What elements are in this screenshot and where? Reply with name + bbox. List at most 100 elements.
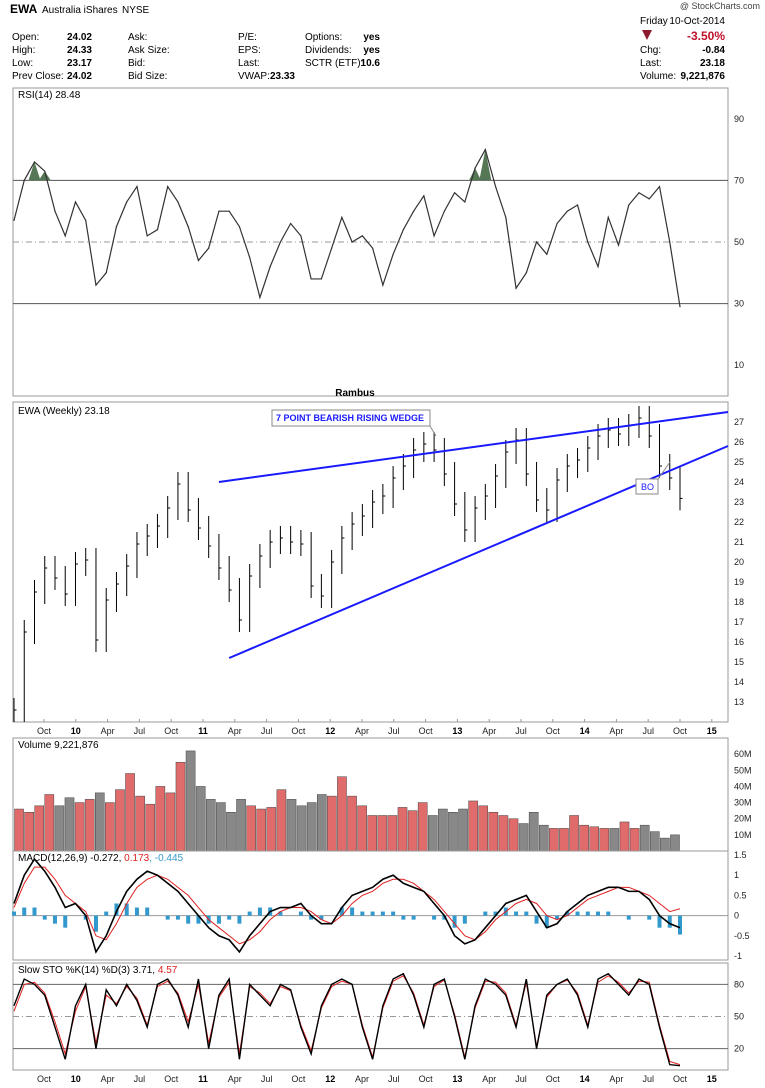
rsi-point bbox=[218, 210, 220, 212]
macd-histogram-bar bbox=[667, 915, 672, 928]
volume-bar bbox=[205, 799, 216, 852]
price-title: EWA (Weekly) 23.18 bbox=[18, 406, 110, 417]
stat-label: Chg: bbox=[640, 45, 661, 56]
volume-bar bbox=[296, 805, 307, 852]
macd-histogram-bar bbox=[647, 915, 652, 920]
author: Rambus bbox=[335, 388, 375, 399]
macd-histogram-bar bbox=[626, 915, 631, 920]
macd-histogram-bar bbox=[134, 907, 139, 916]
price-y-tick: 14 bbox=[734, 677, 744, 687]
rsi-point bbox=[95, 284, 97, 286]
rsi-point bbox=[361, 235, 363, 237]
macd-histogram-bar bbox=[432, 915, 437, 920]
price-x-tick: 14 bbox=[580, 726, 590, 736]
volume-y-tick: 60M bbox=[734, 749, 752, 759]
volume-bar bbox=[518, 823, 529, 852]
bo-label-pointer bbox=[657, 461, 671, 480]
price-x-tick: Oct bbox=[37, 726, 52, 736]
rsi-point bbox=[464, 201, 466, 203]
price-x-tick: 15 bbox=[707, 726, 717, 736]
macd-legend-hist: , -0.445 bbox=[149, 853, 183, 864]
rsi-point bbox=[382, 284, 384, 286]
macd-histogram-bar bbox=[298, 911, 303, 916]
volume-bar bbox=[670, 834, 680, 852]
quote-value: 24.33 bbox=[67, 45, 92, 56]
price-y-tick: 19 bbox=[734, 577, 744, 587]
rsi-point bbox=[607, 216, 609, 218]
macd-y-tick: 0.5 bbox=[734, 890, 747, 900]
rsi-point bbox=[13, 219, 15, 222]
macd-histogram-bar bbox=[175, 915, 180, 920]
quote-label: Options: bbox=[305, 32, 342, 43]
quote-label: Open: bbox=[12, 32, 39, 43]
price-y-tick: 25 bbox=[734, 457, 744, 467]
price-x-tick: 11 bbox=[198, 726, 208, 736]
price-y-tick: 26 bbox=[734, 437, 744, 447]
macd-histogram-bar bbox=[22, 907, 27, 916]
volume-bar bbox=[236, 799, 246, 852]
volume-bar bbox=[316, 794, 327, 852]
bottom-x-tick: Oct bbox=[164, 1074, 179, 1084]
bottom-x-tick: Oct bbox=[673, 1074, 688, 1084]
volume-bar bbox=[185, 750, 196, 852]
rsi-point bbox=[443, 210, 445, 212]
pct-change: -3.50% bbox=[687, 29, 725, 43]
bottom-x-tick: Apr bbox=[228, 1074, 242, 1084]
rsi-point bbox=[372, 247, 374, 249]
volume-bar bbox=[24, 812, 34, 852]
price-x-tick: Jul bbox=[134, 726, 146, 736]
rsi-point bbox=[136, 185, 138, 188]
wedge-upper-line bbox=[218, 411, 729, 483]
volume-bar bbox=[74, 802, 85, 852]
price-y-tick: 17 bbox=[734, 617, 744, 627]
symbol-name: Australia iShares bbox=[42, 5, 118, 16]
rsi-point bbox=[23, 179, 25, 181]
price-x-tick: Apr bbox=[609, 726, 623, 736]
rsi-point bbox=[238, 226, 241, 228]
stochastic-y-tick: 50 bbox=[734, 1012, 744, 1022]
macd-histogram-bar bbox=[93, 915, 98, 932]
price-x-tick: Apr bbox=[228, 726, 242, 736]
price-y-tick: 20 bbox=[734, 557, 744, 567]
rsi-point bbox=[126, 201, 128, 203]
rsi-point bbox=[566, 210, 568, 212]
bottom-x-tick: Jul bbox=[388, 1074, 400, 1084]
macd-histogram-bar bbox=[462, 915, 467, 924]
price-x-tick: Oct bbox=[419, 726, 434, 736]
bottom-x-tick: 14 bbox=[580, 1074, 590, 1084]
stochastic-y-tick: 80 bbox=[734, 979, 744, 989]
price-panel-frame bbox=[12, 401, 729, 723]
macd-histogram-bar bbox=[247, 911, 252, 916]
rsi-point bbox=[228, 210, 230, 212]
rsi-point bbox=[351, 241, 353, 243]
rsi-point bbox=[167, 185, 169, 188]
quote-label: Low: bbox=[12, 58, 33, 69]
volume-bar bbox=[619, 821, 630, 852]
bottom-x-tick: Jul bbox=[261, 1074, 273, 1084]
macd-y-tick: -0.5 bbox=[734, 931, 750, 941]
rsi-point bbox=[177, 201, 179, 203]
volume-bar bbox=[286, 799, 297, 852]
bottom-x-tick: Oct bbox=[546, 1074, 561, 1084]
quote-value: 23.17 bbox=[67, 58, 92, 69]
price-x-tick: Oct bbox=[546, 726, 561, 736]
quote-label: Ask: bbox=[128, 32, 147, 43]
macd-histogram-bar bbox=[678, 915, 682, 935]
volume-bar bbox=[135, 795, 145, 852]
rsi-point bbox=[105, 272, 107, 274]
macd-histogram-bar bbox=[524, 911, 529, 916]
rsi-point bbox=[413, 210, 415, 212]
price-x-tick: Jul bbox=[388, 726, 400, 736]
macd-y-tick: -1 bbox=[734, 951, 742, 961]
bottom-x-tick: 11 bbox=[198, 1074, 208, 1084]
macd-histogram-bar bbox=[186, 915, 191, 924]
rsi-point bbox=[33, 161, 36, 163]
rsi-point bbox=[279, 241, 281, 243]
bo-label-box bbox=[635, 478, 659, 495]
price-x-tick: Apr bbox=[355, 726, 369, 736]
price-y-tick: 13 bbox=[734, 697, 744, 707]
bottom-x-tick: Oct bbox=[419, 1074, 434, 1084]
macd-histogram-bar bbox=[411, 915, 416, 920]
price-x-tick: 13 bbox=[452, 726, 462, 736]
price-x-tick: Jul bbox=[642, 726, 654, 736]
